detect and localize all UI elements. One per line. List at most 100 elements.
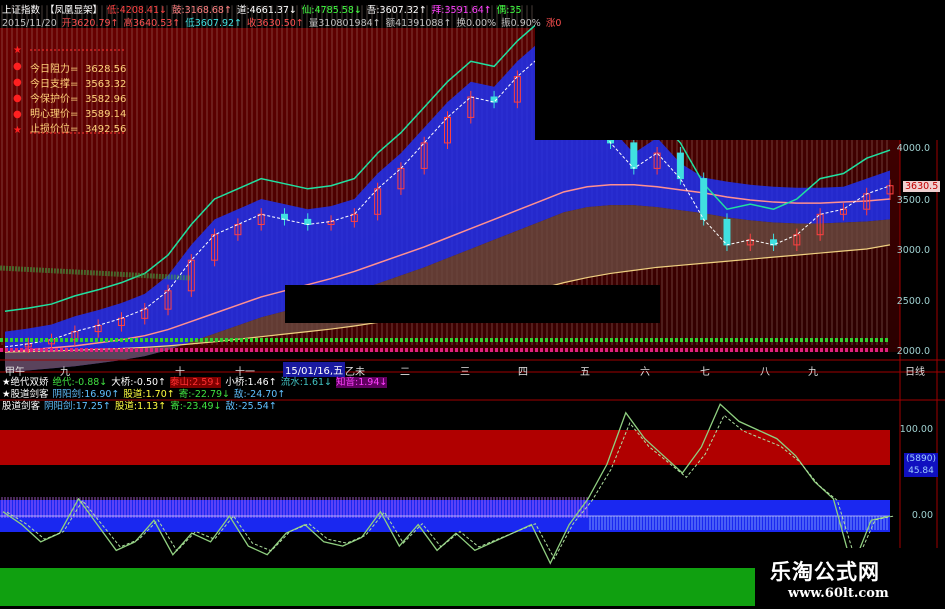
- header-field: 2015/11/20: [2, 18, 57, 29]
- time-axis-label: 五: [580, 367, 590, 378]
- indicator-legend-item: ★股道剑客: [2, 389, 49, 400]
- price-tick: 3000.0: [896, 245, 930, 256]
- header-field: 涨0: [545, 18, 562, 29]
- candle-body: [187, 259, 195, 292]
- time-axis-label: 二: [400, 367, 410, 378]
- candle-body: [327, 220, 335, 226]
- time-axis-label: 九: [808, 367, 818, 378]
- header-field: 额41391088↑: [385, 18, 452, 29]
- black-overlay-top: [535, 0, 945, 140]
- header-field: 仙:4785.58↓: [301, 5, 362, 16]
- time-axis-label: 乙未: [345, 367, 365, 378]
- time-axis-label: 十一: [235, 367, 255, 378]
- candle-body: [746, 239, 754, 246]
- indicator-legend-row: ★绝代双娇 绝代:-0.88↓ 大桥:-0.50↑ 泰山:2.59↓ 小桥:1.46↑ 流…: [2, 374, 391, 388]
- header-field: 道:4661.37↓: [236, 5, 297, 16]
- indicator-legend-item: 股道剑客: [2, 401, 41, 412]
- indicator-legend-item: 股道:1.70↑: [123, 389, 175, 400]
- header-field: 换0.00%: [456, 18, 497, 29]
- indicator-green-band: [0, 568, 755, 606]
- header-field: 低3607.92↑: [185, 18, 243, 29]
- level-resistance: 今日阻力= 3628.56: [30, 64, 127, 75]
- candle-body: [793, 234, 801, 246]
- black-overlay-mid: [285, 285, 660, 323]
- time-axis-label: 三: [460, 367, 470, 378]
- ma-upper-line: [4, 0, 891, 312]
- indicator-legend-item: 阴阳剑:17.25↑: [44, 401, 111, 412]
- indicator-legend-item: 股道:1.13↑: [114, 401, 167, 412]
- time-axis-label: 15/01/16,五: [283, 362, 346, 377]
- header-field: 吾:3607.32↑: [366, 5, 427, 16]
- candle-body: [444, 116, 451, 144]
- time-axis-label: 甲午: [5, 367, 25, 378]
- indicator-legend-item: 敌:-24.70↑: [234, 389, 286, 400]
- candle-body: [676, 152, 684, 180]
- header-line-1: 上证指数 【凤凰显架】 低:4208.41↓ 鼓:3168.68↑ 道:4661.37↓…: [2, 2, 527, 16]
- time-axis-label: 七: [700, 367, 710, 378]
- header-field: 收3630.50↑: [247, 18, 304, 29]
- levels-marker-icon: ●: [13, 93, 22, 104]
- header-field: 上证指数: [2, 5, 41, 16]
- levels-marker-icon: ★: [13, 125, 22, 136]
- header-field: 鼓:3168.68↑: [171, 5, 232, 16]
- indicator-signal-line: [6, 414, 895, 564]
- candle-body: [257, 213, 265, 226]
- candle-body: [304, 218, 312, 225]
- levels-marker-icon: ●: [13, 61, 22, 72]
- indicator-legend-row: ★股道剑客 阴阳剑:16.90↑ 股道:1.70↑ 寄:-22.79↓ 敌:-24.70…: [2, 386, 289, 400]
- indicator-legend-item: 寄:-22.79↓: [178, 389, 231, 400]
- candle-body: [164, 290, 172, 310]
- indicator-legend-item: 知音:1.94↓: [336, 377, 388, 388]
- time-axis-label: 九: [60, 367, 70, 378]
- candle-body: [234, 224, 242, 236]
- indicator-tick: 0.00: [911, 510, 933, 521]
- time-axis-label: 六: [640, 367, 650, 378]
- indicator-legend-item: 绝代:-0.88↓: [52, 377, 108, 388]
- header-field: 量310801984↑: [308, 18, 381, 29]
- indicator-legend-item: 敌:-25.54↑: [225, 401, 277, 412]
- candle-body: [374, 188, 382, 215]
- candle-body: [816, 213, 824, 236]
- header-field: 高3640.53↑: [123, 18, 181, 29]
- level-psych: 明心理价= 3589.14: [30, 109, 127, 120]
- time-axis-label: 四: [518, 367, 528, 378]
- levels-marker-icon: ●: [13, 77, 22, 88]
- time-axis-label: 八: [760, 367, 770, 378]
- candle-body: [467, 96, 475, 118]
- candle-body: [397, 167, 405, 190]
- candle-body: [513, 76, 521, 103]
- time-axis-label: 日线: [905, 367, 925, 378]
- indicator-legend-item: 阴阳剑:16.90↑: [52, 389, 120, 400]
- price-tick: 2000.0: [896, 346, 930, 357]
- header-field: 开3620.79↑: [61, 18, 119, 29]
- time-axis-label: 十: [175, 367, 185, 378]
- price-tick: 4000.0: [896, 143, 930, 154]
- level-protect: 今保护价= 3582.96: [30, 94, 127, 105]
- levels-marker-icon: ●: [13, 109, 22, 120]
- indicator-legend-item: ★绝代双娇: [2, 377, 49, 388]
- candle-body: [839, 208, 847, 215]
- candle-body: [700, 178, 708, 220]
- indicator-legend-item: 泰山:2.59↓: [170, 377, 222, 388]
- candle-body: [24, 343, 32, 348]
- price-line: [4, 34, 891, 348]
- current-price-tag: 3630.5: [903, 181, 941, 192]
- candle-body: [420, 142, 428, 169]
- level-stoploss: 止损价位= 3492.56: [30, 124, 127, 135]
- indicator-tick: 100.00: [899, 424, 933, 435]
- price-tick: 3500.0: [896, 195, 930, 206]
- header-field: 【凤凰显架】: [45, 5, 103, 16]
- blue-band: [5, 20, 890, 373]
- candle-body: [770, 239, 778, 246]
- levels-marker-icon: ★: [13, 45, 22, 56]
- candle-body: [653, 152, 661, 169]
- header-field: 偶:35: [496, 5, 522, 16]
- candle-body: [630, 142, 638, 169]
- indicator-legend-row: 股道剑客 阴阳剑:17.25↑ 股道:1.13↑ 寄:-23.49↓ 敌:-25.54↑: [2, 398, 281, 412]
- level-support: 今日支撑= 3563.32: [30, 79, 127, 90]
- indicator-line: [2, 403, 891, 570]
- candle-body: [723, 218, 731, 246]
- indicator-red-band: [0, 430, 890, 465]
- indicator-legend-item: 寄:-23.49↓: [170, 401, 222, 412]
